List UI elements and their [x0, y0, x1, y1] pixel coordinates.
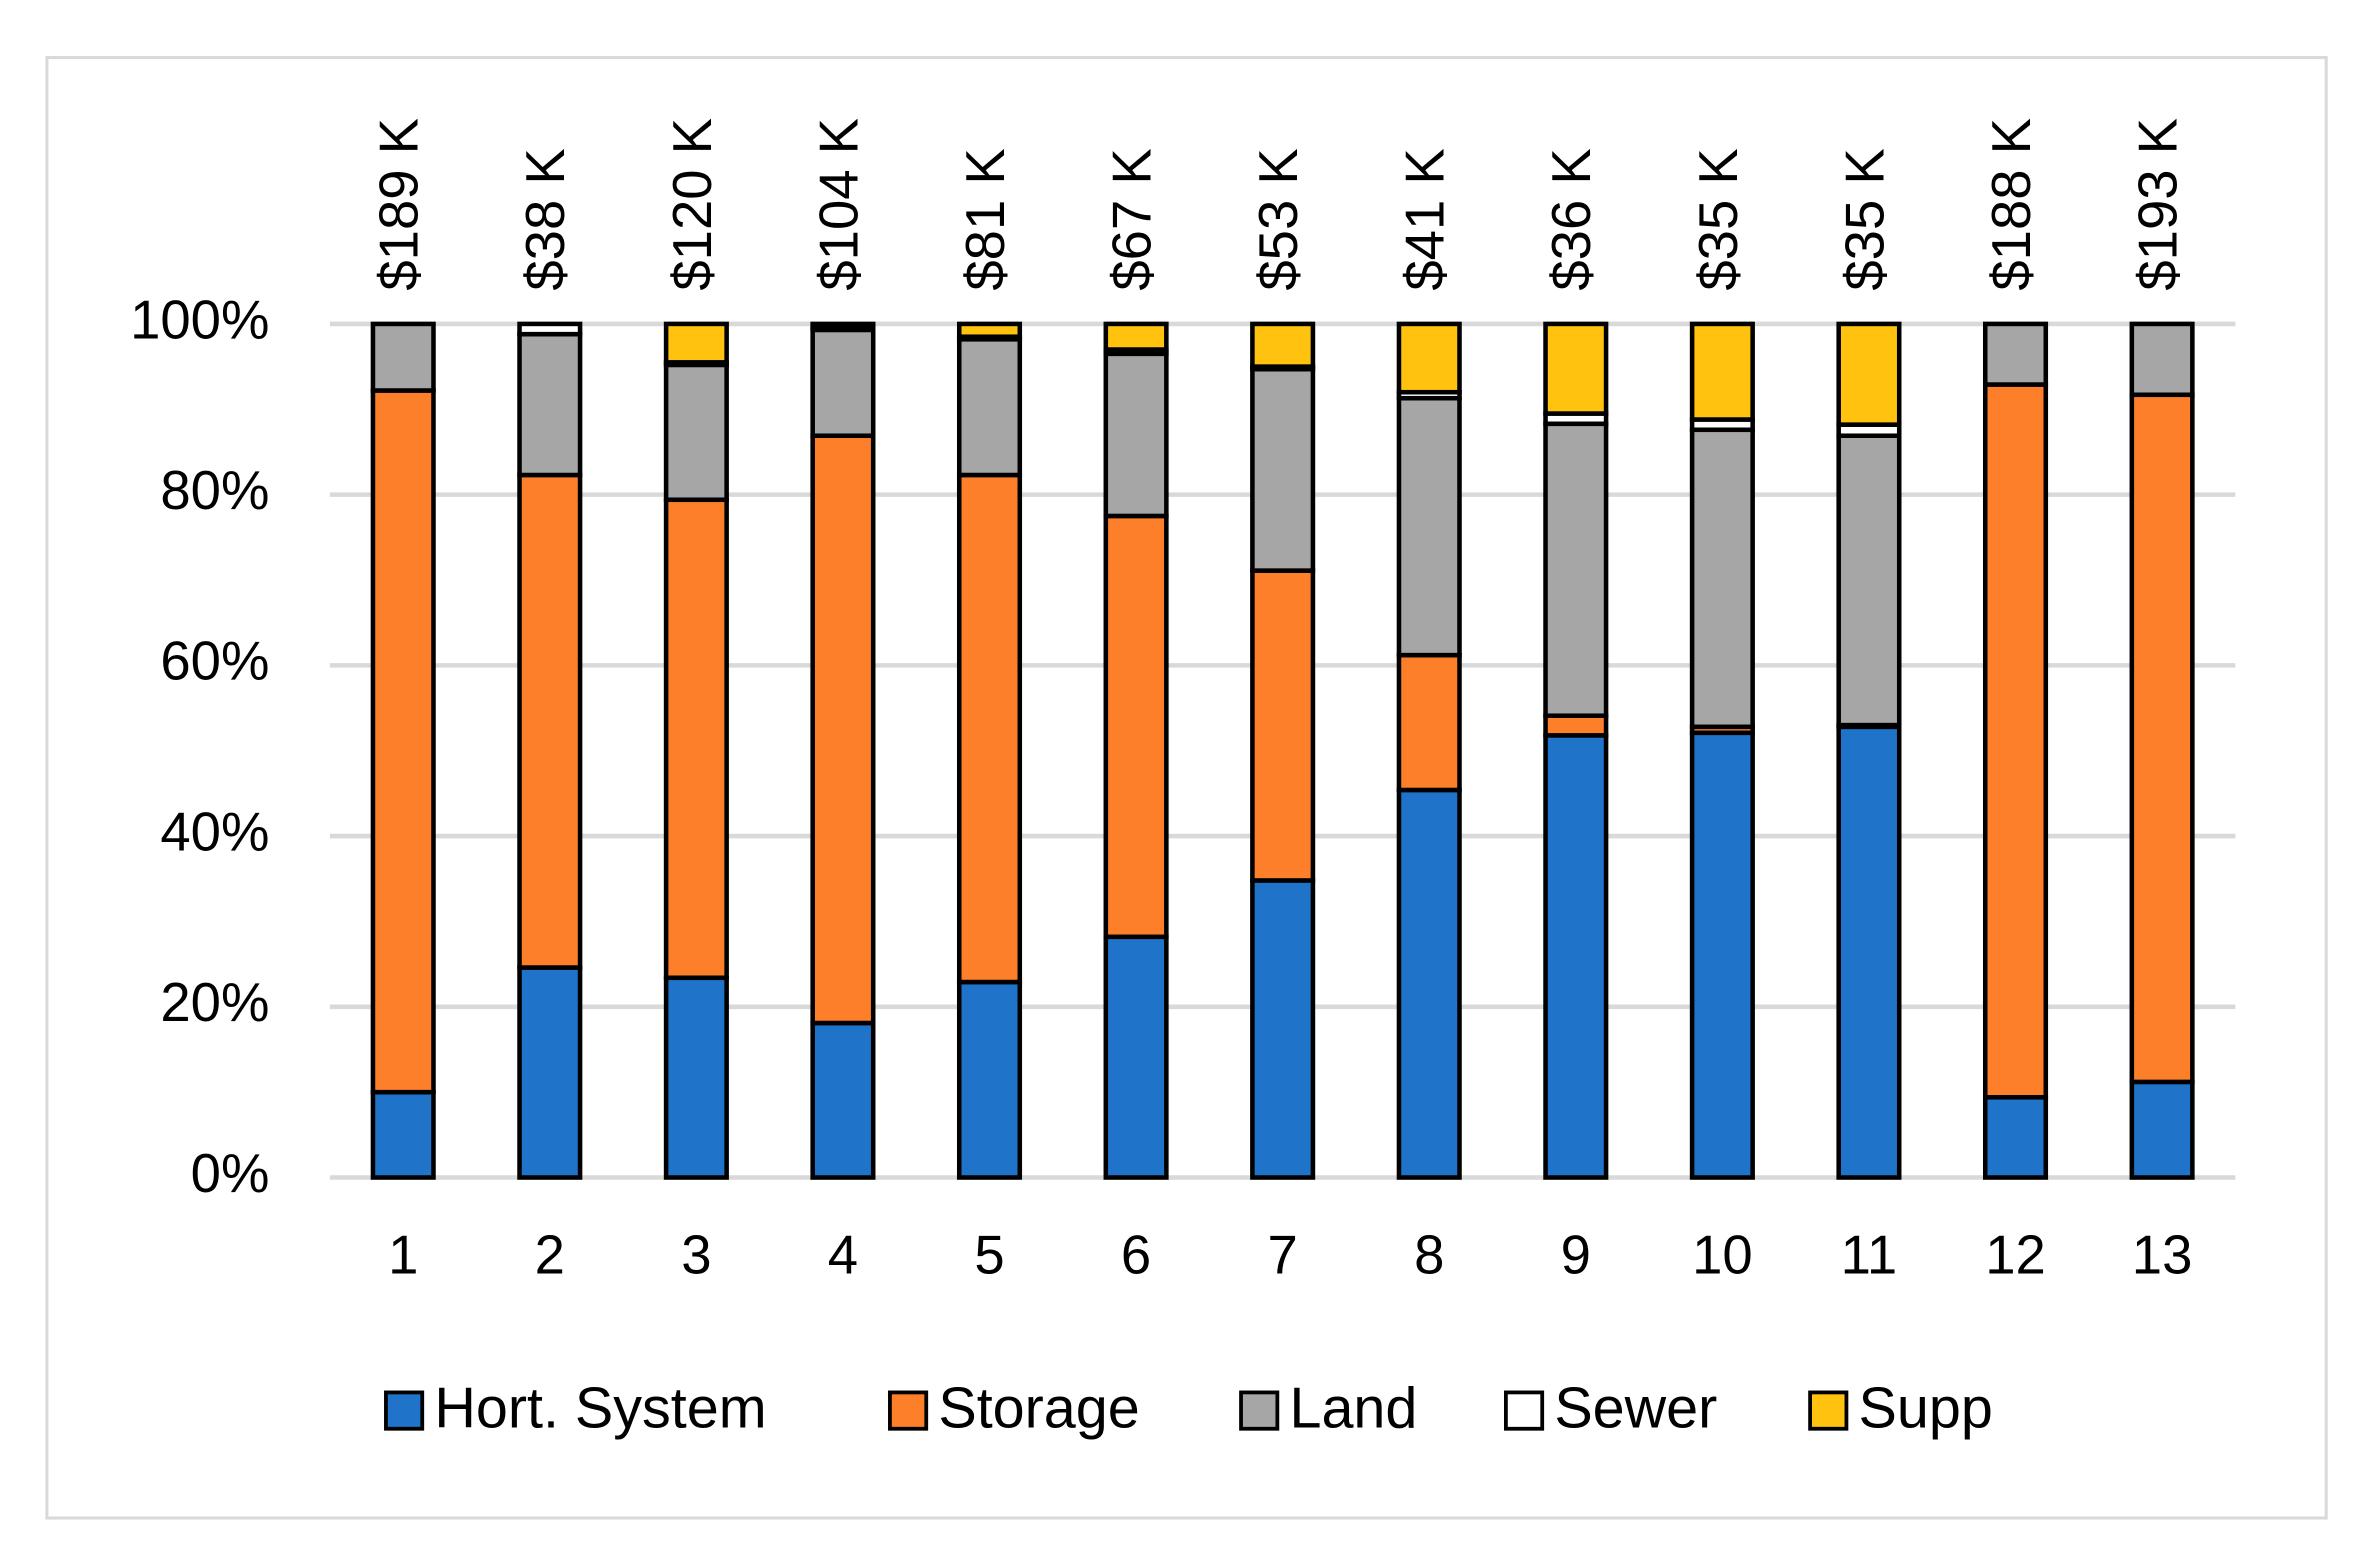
bar-segment [1250, 878, 1316, 1180]
bar-segment [663, 975, 729, 1180]
bar-segment [2129, 321, 2195, 398]
y-tick-label: 0% [191, 1143, 270, 1204]
bar-segment [956, 337, 1023, 478]
x-tick-label: 6 [1121, 1225, 1151, 1286]
bar-segment [1982, 1095, 2049, 1180]
total-label: $81 K [955, 148, 1016, 290]
legend-swatch [384, 1390, 425, 1431]
total-label: $53 K [1248, 148, 1309, 290]
bar-segment [1250, 321, 1316, 369]
legend-label: Sewer [1554, 1376, 1717, 1440]
legend-swatch [1808, 1390, 1849, 1431]
bar-segment [810, 327, 876, 439]
bar-segment [663, 497, 729, 981]
total-label: $104 K [808, 118, 869, 291]
bar-segment [1396, 652, 1462, 793]
bar-segment [663, 362, 729, 503]
bar-segment [810, 1020, 876, 1180]
bar-segment [1982, 382, 2049, 1100]
bar-segment [1836, 321, 1902, 427]
bar-segment [956, 979, 1023, 1180]
x-tick-label: 5 [974, 1225, 1004, 1286]
bar-segment [370, 321, 436, 393]
bar-segment [1836, 433, 1902, 728]
bar-segment [1250, 568, 1316, 883]
total-label: $41 K [1395, 148, 1456, 290]
bar-segment [370, 1089, 436, 1180]
x-tick-label: 9 [1561, 1225, 1591, 1286]
y-tick-label: 80% [160, 460, 269, 521]
bar-segment [1689, 321, 1755, 422]
bar-segment [1689, 730, 1755, 1180]
total-label: $35 K [1834, 148, 1895, 290]
legend-label: Supp [1859, 1376, 1993, 1440]
bar-segment [1103, 351, 1169, 519]
bar-segment [1396, 395, 1462, 658]
legend-swatch [888, 1390, 929, 1431]
bar-segment [1250, 366, 1316, 573]
total-label: $35 K [1688, 148, 1749, 290]
total-label: $36 K [1541, 148, 1602, 290]
total-label: $67 K [1101, 148, 1162, 290]
x-tick-label: 12 [1985, 1225, 2046, 1286]
x-tick-label: 1 [388, 1225, 418, 1286]
x-tick-label: 2 [535, 1225, 565, 1286]
x-tick-label: 8 [1414, 1225, 1444, 1286]
bar-segment [1103, 321, 1169, 352]
bar-segment [663, 321, 729, 365]
total-label: $120 K [662, 118, 723, 291]
bar-segment [1982, 321, 2049, 387]
bar-segment [1396, 787, 1462, 1180]
x-tick-label: 11 [1841, 1225, 1898, 1286]
bar-segment [1396, 321, 1462, 395]
bar-segment [810, 321, 876, 330]
bar-segment [517, 321, 583, 337]
legend-label: Hort. System [434, 1376, 766, 1440]
y-tick-label: 100% [130, 289, 269, 350]
x-tick-label: 3 [681, 1225, 711, 1286]
bar-segment [1689, 427, 1755, 730]
x-tick-label: 13 [2132, 1225, 2193, 1286]
x-tick-label: 4 [828, 1225, 858, 1286]
y-tick-label: 40% [160, 801, 269, 862]
bar-segment [2129, 1079, 2195, 1180]
bar-segment [1543, 713, 1609, 738]
bar-segment [1543, 421, 1609, 718]
bar-segment [1543, 733, 1609, 1180]
x-tick-label: 10 [1692, 1225, 1753, 1286]
legend-label: Storage [938, 1376, 1139, 1440]
total-label: $188 K [1981, 118, 2042, 291]
bar-segment [1103, 513, 1169, 940]
bar-segment [956, 472, 1023, 985]
bar-segment [1543, 321, 1609, 416]
bar-segment [956, 321, 1023, 339]
bar-segment [1103, 934, 1169, 1180]
total-label: $189 K [369, 118, 430, 291]
bar-segment [517, 965, 583, 1180]
bar-segment [810, 433, 876, 1026]
y-tick-label: 60% [160, 631, 269, 692]
total-label: $193 K [2127, 118, 2188, 291]
bar-segment [517, 331, 583, 478]
total-label: $38 K [515, 148, 576, 290]
bar-segment [2129, 392, 2195, 1085]
bar-segment [370, 388, 436, 1095]
y-tick-label: 20% [160, 972, 269, 1033]
legend-swatch [1239, 1390, 1280, 1431]
x-tick-label: 7 [1268, 1225, 1298, 1286]
bar-segment [1836, 724, 1902, 1180]
bar-segment [517, 472, 583, 970]
legend-label: Land [1289, 1376, 1417, 1440]
legend-swatch [1504, 1390, 1545, 1431]
